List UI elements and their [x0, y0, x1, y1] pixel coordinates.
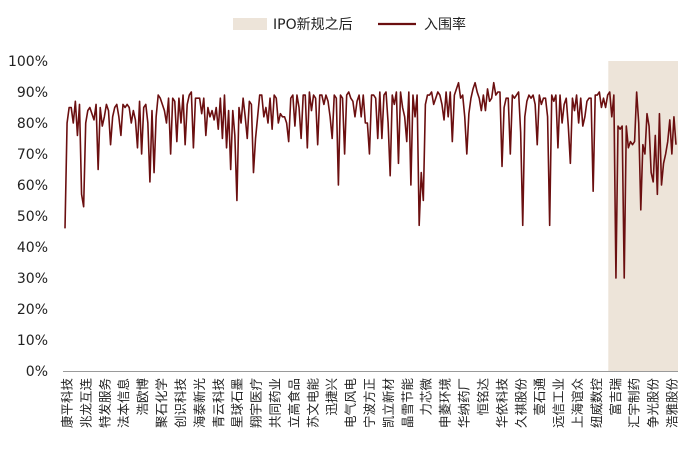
y-tick-label: 70%: [17, 147, 48, 163]
x-tick-label: 华依科技: [494, 378, 509, 429]
x-tick-label: 创识科技: [173, 378, 188, 429]
x-tick-label: 海泰新光: [192, 378, 207, 428]
x-tick-label: 纽威数控: [589, 378, 604, 429]
legend-band-swatch: [233, 18, 267, 30]
x-tick-label: 宁波方正: [362, 378, 377, 428]
x-tick-label: 华纳药厂: [457, 378, 472, 428]
x-tick-label: 康平科技: [60, 378, 75, 429]
x-tick-label: 法本信息: [116, 378, 131, 428]
x-tick-label: 壹石通: [532, 378, 547, 416]
y-tick-label: 0%: [26, 364, 48, 380]
y-tick-label: 80%: [17, 116, 48, 132]
x-tick-label: 力芯微: [419, 378, 434, 416]
x-tick-label: 立高食品: [286, 378, 301, 428]
x-tick-label: 久祺股份: [513, 378, 528, 429]
legend: IPO新规之后 入围率: [233, 16, 466, 33]
x-tick-label: 远信工业: [551, 378, 566, 428]
x-tick-label: 浩雅股份: [665, 378, 680, 429]
x-tick-label: 浩欧博: [135, 378, 150, 416]
x-tick-label: 争光股份: [646, 378, 661, 429]
x-tick-label: 上海谊众: [570, 378, 585, 428]
x-tick-label: 恒铭达: [475, 378, 490, 416]
y-tick-label: 100%: [8, 54, 48, 70]
x-tick-label: 特发服务: [97, 378, 112, 428]
x-tick-label: 兆龙互连: [78, 378, 93, 429]
x-tick-label: 晶雪节能: [400, 378, 415, 429]
x-tick-label: 迅捷兴: [324, 378, 339, 416]
x-tick-label: 汇宇制药: [627, 378, 642, 428]
y-tick-label: 10%: [17, 333, 48, 349]
x-tick-label: 凯立新材: [381, 378, 396, 428]
legend-band-label: IPO新规之后: [273, 17, 353, 33]
x-tick-label: 申菱环境: [438, 378, 453, 428]
x-tick-label: 电气风电: [343, 378, 358, 429]
y-tick-label: 90%: [17, 85, 48, 101]
x-tick-label: 星球石墨: [230, 378, 245, 428]
y-tick-label: 40%: [17, 240, 48, 256]
x-axis: 康平科技 兆龙互连 特发服务 法本信息 浩欧博 聚石化学 创识科技 海泰新光 青云科技 星球石墨翔…: [60, 371, 680, 429]
series-line-admission-rate: [64, 81, 677, 279]
x-tick-label: 聚石化学: [154, 378, 169, 428]
y-tick-label: 30%: [17, 271, 48, 287]
x-tick-label: 富吉瑞: [608, 378, 623, 416]
ipo-new-rules-band: [608, 61, 678, 371]
y-tick-label: 50%: [17, 209, 48, 225]
legend-line-label: 入围率: [424, 16, 466, 33]
y-tick-label: 60%: [17, 178, 48, 194]
x-tick-label: 共同药业: [267, 378, 282, 428]
y-tick-label: 20%: [17, 302, 48, 318]
y-axis: 0% 10% 20% 30% 40% 50% 60% 70% 80% 90% 100%: [8, 54, 48, 380]
x-tick-label: 青云科技: [211, 378, 226, 429]
x-tick-label: 翔宇医疗: [249, 378, 264, 428]
x-tick-label: 苏文电能: [305, 378, 320, 429]
